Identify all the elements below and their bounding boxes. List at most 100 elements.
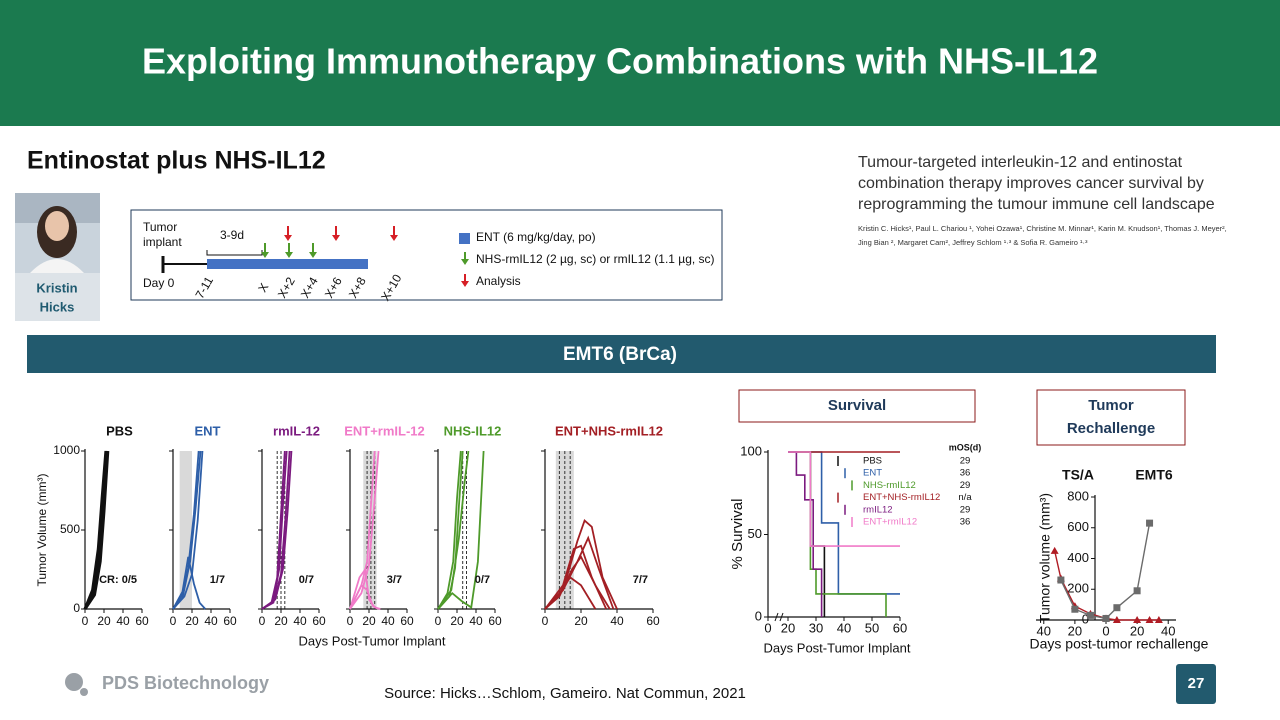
schema-label: implant	[143, 235, 182, 249]
mos-header: mOS(d)	[949, 442, 982, 452]
survival-curve	[788, 451, 823, 617]
source: Source: Hicks…Schlom, Gameiro. Nat Commu…	[384, 685, 746, 702]
x-tick-label: 20	[97, 614, 111, 628]
x-tick-label: 40	[1037, 623, 1051, 638]
panel-title: rmIL-12	[273, 423, 320, 438]
marker	[1071, 605, 1079, 613]
x-tick-label: 20	[185, 614, 199, 628]
panel-title: ENT	[195, 423, 221, 438]
y-tick-label: 500	[60, 522, 80, 536]
x-axis-label: Days Post-Tumor Implant	[764, 640, 911, 655]
box-title-frame	[738, 389, 976, 423]
growth-curve	[349, 583, 379, 610]
marker	[1112, 616, 1121, 623]
presenter-photo	[15, 193, 100, 273]
box-title: Survival	[828, 397, 886, 414]
x-tick-label: 60	[400, 614, 414, 628]
y-tick-label: 0	[73, 601, 80, 615]
schema-label: Day 0	[143, 276, 175, 290]
x-tick-label: 20	[450, 614, 464, 628]
panel-title: ENT+rmIL-12	[344, 423, 425, 438]
x-axis-label: Days Post-Tumor Implant	[299, 633, 446, 648]
y-tick-label: 100	[740, 443, 762, 458]
panel-title: NHS-IL12	[444, 423, 502, 438]
schema-label: 3-9d	[220, 228, 244, 242]
x-tick-label: 20	[274, 614, 288, 628]
legend-entry: PBS	[863, 456, 882, 467]
x-tick-label: 0	[435, 614, 442, 628]
logo-text: PDS Biotechnology	[102, 673, 269, 693]
growth-curve	[172, 556, 206, 610]
marker	[1057, 576, 1065, 584]
mos-value: 36	[960, 468, 971, 479]
legend-entry: ENT	[863, 468, 882, 479]
x-tick-label: 40	[204, 614, 218, 628]
paper-title: Tumour-targeted interleukin-12 and entin…	[858, 154, 1183, 171]
x-tick-label: 40	[1161, 623, 1175, 638]
cr-label: 0/7	[475, 574, 490, 586]
cr-label: 3/7	[387, 574, 402, 586]
growth-curve	[437, 450, 470, 610]
x-tick-label: 0	[82, 614, 89, 628]
mos-value: 29	[960, 504, 971, 515]
cr-label: 7/7	[633, 574, 648, 586]
page-number: 27	[1188, 675, 1205, 692]
x-tick-label: 0	[259, 614, 266, 628]
x-tick-label: 0	[1102, 623, 1109, 638]
axis-break	[774, 612, 784, 622]
marker	[1102, 614, 1110, 622]
x-tick-label: 20	[1068, 623, 1082, 638]
x-tick-label: 60	[488, 614, 502, 628]
paper-title: reprogramming the tumour immune cell lan…	[858, 196, 1215, 213]
schema-label: Tumor	[143, 220, 177, 234]
paper-authors: Kristin C. Hicks¹, Paul L. Chariou ¹, Yo…	[858, 224, 1227, 233]
x-tick-label: 60	[893, 620, 907, 635]
x-tick-label: 0	[347, 614, 354, 628]
mos-value: n/a	[958, 492, 972, 503]
legend-entry: ENT+rmIL12	[863, 517, 917, 528]
y-tick-label: 0	[1082, 611, 1089, 626]
growth-curve	[437, 450, 485, 610]
page-badge	[1176, 664, 1216, 704]
series-label: EMT6	[1135, 467, 1173, 483]
x-tick-label: 40	[469, 614, 483, 628]
x-tick-label: 20	[1130, 623, 1144, 638]
survival-curve	[788, 451, 900, 547]
y-tick-label: 50	[748, 526, 762, 541]
x-tick-label: 20	[574, 614, 588, 628]
x-axis-label: Days post-tumor rechallenge	[1030, 636, 1209, 652]
box-title-frame	[1036, 389, 1186, 446]
marker	[1146, 519, 1154, 527]
y-tick-label: 200	[1067, 581, 1089, 596]
growth-curve	[544, 576, 597, 610]
cr-label: CR: 0/5	[99, 574, 137, 586]
y-axis-label: Tumor Volume (mm³)	[35, 474, 49, 587]
x-tick-label: 0	[170, 614, 177, 628]
x-tick-label: 40	[837, 620, 851, 635]
mos-value: 29	[960, 456, 971, 467]
header-bar	[0, 0, 1280, 126]
growth-curve	[349, 450, 380, 610]
growth-curve	[83, 450, 110, 610]
y-tick-label: 400	[1067, 550, 1089, 565]
presenter-card	[15, 273, 100, 321]
panel-title: PBS	[106, 423, 133, 438]
treatment-schema: Tumor implant 3-9d Day 0 ENT (6 mg/kg/da…	[130, 209, 723, 301]
x-tick-label: 40	[610, 614, 624, 628]
x-tick-label: 30	[809, 620, 823, 635]
marker	[1145, 616, 1154, 623]
mos-value: 36	[960, 517, 971, 528]
growth-curve	[261, 450, 293, 610]
y-axis	[1036, 495, 1176, 621]
cr-label: 0/7	[299, 574, 314, 586]
presenter-name: Hicks	[40, 299, 75, 314]
x-tick-label: 60	[312, 614, 326, 628]
y-axis-label: Tumor volume (mm³)	[1037, 493, 1053, 623]
presenter-name: Kristin	[36, 280, 77, 295]
x-tick-label: 40	[381, 614, 395, 628]
y-tick-label: 800	[1067, 488, 1089, 503]
legend-entry: rmIL12	[863, 504, 893, 515]
x-tick-label: 0	[764, 620, 771, 635]
paper-title: combination therapy improves cancer surv…	[858, 175, 1204, 192]
